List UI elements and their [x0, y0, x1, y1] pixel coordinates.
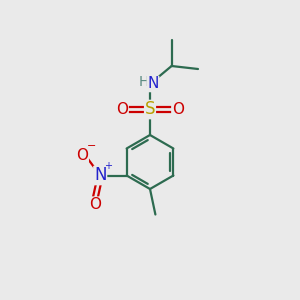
Text: O: O	[76, 148, 88, 163]
Text: N: N	[147, 76, 159, 92]
Text: N: N	[94, 167, 106, 184]
Text: O: O	[116, 102, 128, 117]
Text: O: O	[89, 197, 101, 212]
Text: +: +	[104, 161, 112, 171]
Text: O: O	[172, 102, 184, 117]
Text: H: H	[138, 76, 148, 89]
Text: S: S	[145, 100, 155, 118]
Text: −: −	[87, 142, 96, 152]
